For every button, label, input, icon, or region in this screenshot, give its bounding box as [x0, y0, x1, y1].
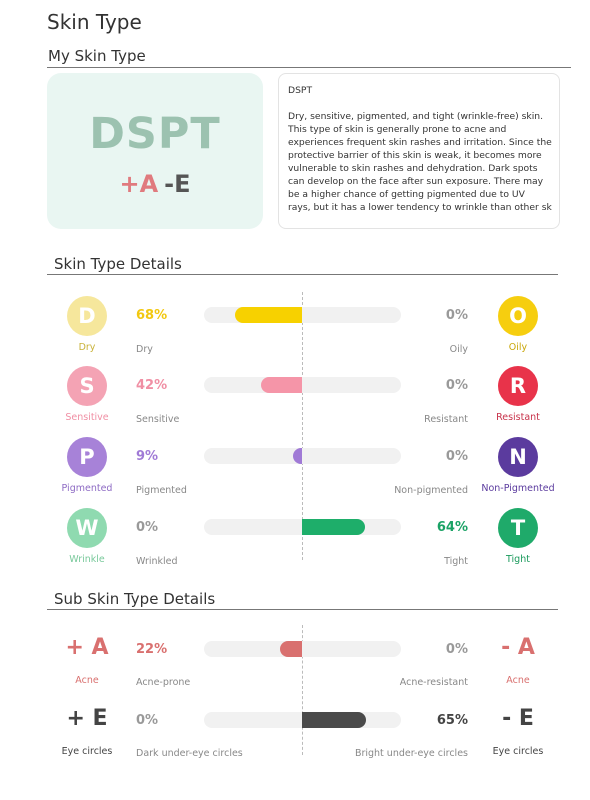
- page-title: Skin Type: [47, 10, 142, 34]
- description-line: protective barrier of this skin is weak,…: [288, 149, 550, 162]
- trait-name-right: Oily: [473, 342, 563, 353]
- trait-name-right: Tight: [473, 554, 563, 565]
- skin-type-description: DSPT Dry, sensitive, pigmented, and tigh…: [278, 73, 560, 229]
- sub-type-plus: +A: [119, 170, 158, 198]
- sub-symbol-right: - A: [488, 635, 548, 660]
- trait-icon-left: D: [67, 296, 107, 336]
- trait-name-left: Dry: [42, 342, 132, 353]
- sub-name-right: Eye circles: [473, 746, 563, 757]
- trait-icon-left: S: [67, 366, 107, 406]
- score-fill-left: [261, 377, 302, 393]
- trait-name-right: Non-Pigmented: [473, 483, 563, 494]
- trait-label-left: Dry: [136, 344, 153, 355]
- percent-right: 65%: [437, 713, 468, 728]
- trait-icon-left: P: [67, 437, 107, 477]
- sub-symbol-right: - E: [488, 706, 548, 731]
- sub-type-summary: +A -E: [47, 170, 263, 198]
- trait-label-right: Non-pigmented: [394, 485, 468, 496]
- percent-left: 42%: [136, 378, 167, 393]
- percent-left: 9%: [136, 449, 158, 464]
- trait-label-left: Sensitive: [136, 414, 179, 425]
- percent-left: 0%: [136, 713, 158, 728]
- trait-label-left: Pigmented: [136, 485, 187, 496]
- score-fill-right: [302, 519, 365, 535]
- description-line: experiences frequent skin rashes and irr…: [288, 136, 550, 149]
- percent-right: 0%: [446, 378, 468, 393]
- description-line: be a higher chance of getting pigmented …: [288, 188, 550, 201]
- trait-icon-right: T: [498, 508, 538, 548]
- divider: [47, 67, 571, 68]
- sub-symbol-left: + E: [57, 706, 117, 731]
- trait-label-left: Wrinkled: [136, 556, 178, 567]
- trait-label-left: Acne-prone: [136, 677, 190, 688]
- description-line: can develop on the face after sun exposu…: [288, 175, 550, 188]
- trait-label-right: Tight: [444, 556, 468, 567]
- description-line: vulnerable to skin rashes and dehydratio…: [288, 162, 550, 175]
- sub-type-minus: -E: [164, 170, 190, 198]
- sub-name-left: Eye circles: [42, 746, 132, 757]
- description-title: DSPT: [288, 84, 550, 97]
- score-fill-left: [235, 307, 302, 323]
- percent-right: 0%: [446, 642, 468, 657]
- score-fill-left: [280, 641, 302, 657]
- percent-right: 0%: [446, 449, 468, 464]
- skin-type-details-heading: Skin Type Details: [54, 255, 182, 273]
- sub-name-right: Acne: [473, 675, 563, 686]
- score-track: [204, 448, 401, 464]
- score-track: [204, 519, 401, 535]
- trait-icon-left: W: [67, 508, 107, 548]
- score-track: [204, 307, 401, 323]
- percent-left: 0%: [136, 520, 158, 535]
- trait-icon-right: O: [498, 296, 538, 336]
- divider: [47, 274, 558, 275]
- description-line: Dry, sensitive, pigmented, and tight (wr…: [288, 110, 550, 123]
- trait-name-left: Sensitive: [42, 412, 132, 423]
- score-fill-right: [302, 712, 366, 728]
- score-track: [204, 641, 401, 657]
- skin-type-card: DSPT +A -E: [47, 73, 263, 229]
- trait-label-left: Dark under-eye circles: [136, 748, 243, 759]
- score-track: [204, 712, 401, 728]
- my-skin-type-heading: My Skin Type: [48, 47, 146, 65]
- trait-label-right: Acne-resistant: [400, 677, 468, 688]
- trait-name-left: Pigmented: [42, 483, 132, 494]
- score-track: [204, 377, 401, 393]
- percent-left: 22%: [136, 642, 167, 657]
- percent-right: 64%: [437, 520, 468, 535]
- trait-icon-right: R: [498, 366, 538, 406]
- sub-symbol-left: + A: [57, 635, 117, 660]
- description-line: This type of skin is generally prone to …: [288, 123, 550, 136]
- skin-type-code: DSPT: [47, 109, 263, 159]
- score-fill-left: [293, 448, 302, 464]
- sub-name-left: Acne: [42, 675, 132, 686]
- description-line: rays, but it has a lower tendency to wri…: [288, 201, 550, 214]
- trait-label-right: Bright under-eye circles: [355, 748, 468, 759]
- percent-right: 0%: [446, 308, 468, 323]
- trait-label-right: Oily: [450, 344, 468, 355]
- trait-name-right: Resistant: [473, 412, 563, 423]
- trait-icon-right: N: [498, 437, 538, 477]
- trait-label-right: Resistant: [424, 414, 468, 425]
- percent-left: 68%: [136, 308, 167, 323]
- divider: [47, 609, 558, 610]
- sub-skin-type-details-heading: Sub Skin Type Details: [54, 590, 215, 608]
- trait-name-left: Wrinkle: [42, 554, 132, 565]
